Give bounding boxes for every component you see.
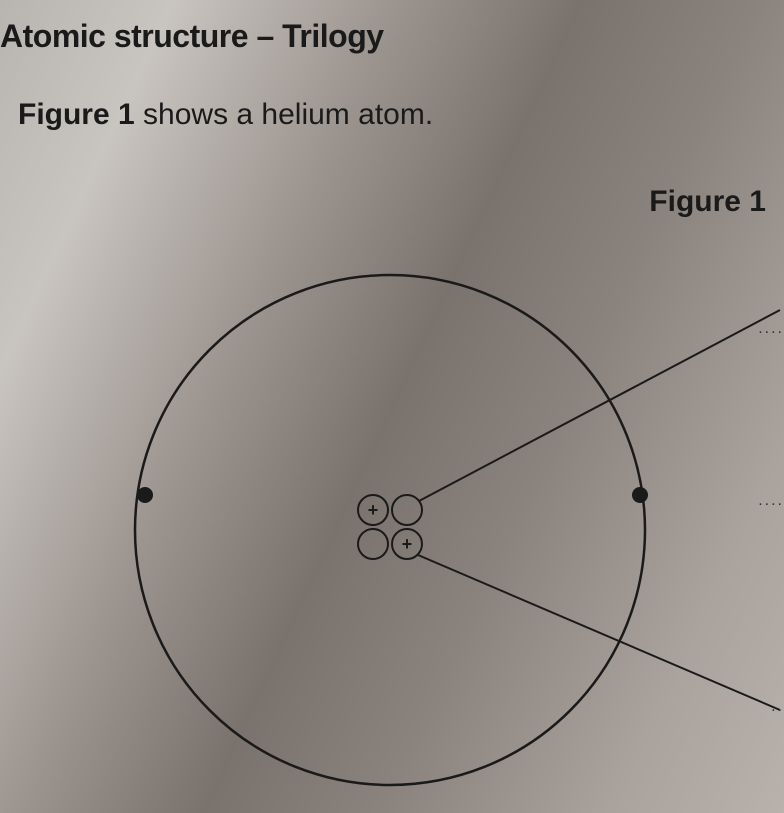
electron-0 (137, 487, 153, 503)
page-title: Atomic structure – Trilogy (0, 18, 384, 55)
proton-plus-icon: + (402, 534, 413, 554)
proton-plus-icon: + (368, 500, 379, 520)
figure-description: Figure 1 shows a helium atom. (18, 98, 433, 132)
label-dots-0: .... (758, 320, 784, 338)
figure-ref-bold: Figure 1 (18, 98, 135, 131)
nucleus-particle-neutron-2 (358, 529, 388, 559)
electron-shell (135, 275, 645, 785)
label-dots-1: .... (758, 492, 784, 510)
label-line-1 (418, 555, 780, 710)
atom-diagram: ++ (120, 260, 660, 800)
figure-desc-text: shows a helium atom. (135, 98, 433, 131)
atom-svg: ++ (120, 260, 784, 800)
electron-1 (632, 487, 648, 503)
label-dots-2: .. (771, 698, 784, 716)
label-line-0 (419, 310, 780, 501)
figure-label: Figure 1 (649, 185, 766, 219)
nucleus-particle-neutron-1 (392, 495, 422, 525)
